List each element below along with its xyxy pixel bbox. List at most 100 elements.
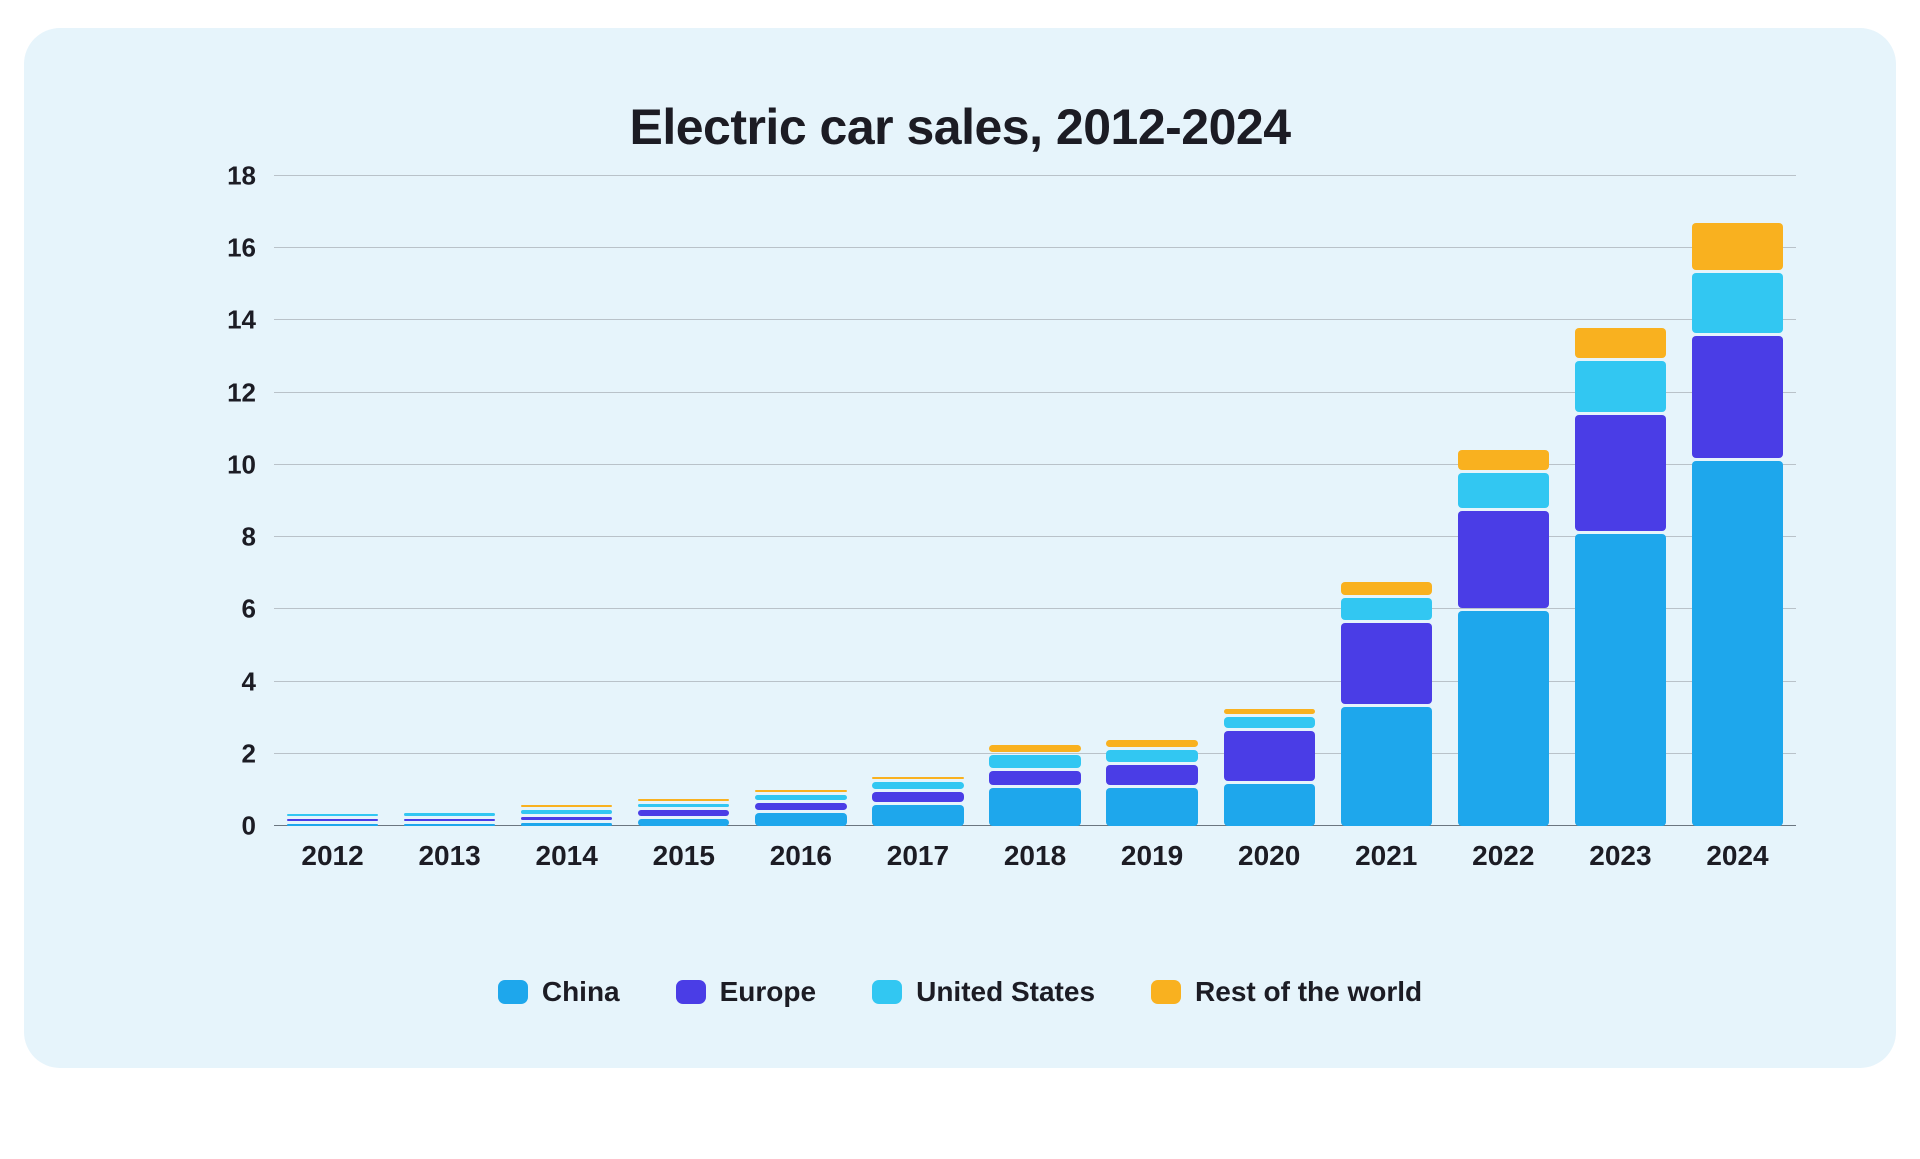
bar-segment-rest-of-the-world (1458, 450, 1549, 470)
bar-segment-rest-of-the-world (638, 799, 729, 801)
bar-segment-europe (287, 819, 378, 821)
plot-area: 0246810121416182012201320142015201620172… (214, 176, 1796, 876)
bar-slot: 2020 (1211, 176, 1328, 826)
bar-segment-europe (1458, 511, 1549, 609)
bar-segment-united-states (1575, 361, 1666, 412)
bar-segment-united-states (1341, 598, 1432, 620)
bar-segment-rest-of-the-world (872, 777, 963, 779)
bar-slot: 2016 (742, 176, 859, 826)
y-tick-label: 16 (196, 233, 256, 264)
legend-label: Rest of the world (1195, 976, 1422, 1008)
bar-segment-europe (521, 817, 612, 821)
legend-item: United States (872, 976, 1095, 1008)
bar-segment-united-states (638, 804, 729, 808)
chart-title: Electric car sales, 2012-2024 (84, 98, 1836, 156)
bar-segment-china (638, 819, 729, 826)
bar-slot: 2014 (508, 176, 625, 826)
bar-slot: 2018 (976, 176, 1093, 826)
legend: China Europe United States Rest of the worl… (84, 976, 1836, 1008)
bar-segment-united-states (521, 810, 612, 814)
bar-segment-rest-of-the-world (1692, 223, 1783, 270)
bar (1224, 706, 1315, 826)
bar-segment-europe (1692, 336, 1783, 459)
bar-segment-china (989, 788, 1080, 826)
bar (404, 810, 495, 826)
bar-segment-china (1341, 707, 1432, 826)
bar-segment-china (287, 824, 378, 826)
bar-segment-united-states (404, 813, 495, 816)
x-tick-label: 2023 (1589, 840, 1651, 872)
bar-segment-rest-of-the-world (1106, 740, 1197, 747)
legend-swatch (1151, 980, 1181, 1004)
bar-segment-united-states (989, 755, 1080, 768)
legend-swatch (676, 980, 706, 1004)
x-tick-label: 2018 (1004, 840, 1066, 872)
y-tick-label: 2 (196, 738, 256, 769)
bars-container: 2012201320142015201620172018201920202021… (274, 176, 1796, 826)
bar-segment-europe (872, 792, 963, 802)
bar-segment-europe (638, 810, 729, 815)
bar-segment-europe (1575, 415, 1666, 531)
bar-segment-china (1224, 784, 1315, 826)
bar-slot: 2015 (625, 176, 742, 826)
bar (1341, 579, 1432, 826)
bar (1692, 220, 1783, 826)
bar-segment-china (404, 824, 495, 826)
bar (872, 774, 963, 826)
x-tick-label: 2021 (1355, 840, 1417, 872)
bar-segment-china (1106, 788, 1197, 826)
chart-card: Electric car sales, 2012-2024 0246810121… (24, 28, 1896, 1068)
bar-segment-china (521, 823, 612, 826)
y-tick-label: 0 (196, 811, 256, 842)
y-tick-label: 10 (196, 449, 256, 480)
bar (1106, 737, 1197, 826)
y-tick-label: 14 (196, 305, 256, 336)
bar-segment-rest-of-the-world (755, 790, 846, 792)
y-tick-label: 8 (196, 522, 256, 553)
bar (755, 787, 846, 826)
legend-swatch (872, 980, 902, 1004)
bar (989, 742, 1080, 826)
y-tick-label: 4 (196, 666, 256, 697)
bar (287, 811, 378, 826)
bar-segment-rest-of-the-world (1224, 709, 1315, 714)
bar-segment-rest-of-the-world (1341, 582, 1432, 595)
y-tick-label: 18 (196, 161, 256, 192)
bar-segment-europe (1341, 623, 1432, 704)
bar-slot: 2021 (1328, 176, 1445, 826)
bar (521, 802, 612, 826)
bar-segment-china (755, 813, 846, 826)
x-tick-label: 2024 (1706, 840, 1768, 872)
bar-segment-rest-of-the-world (1575, 328, 1666, 359)
legend-swatch (498, 980, 528, 1004)
y-tick-label: 12 (196, 377, 256, 408)
x-tick-label: 2014 (536, 840, 598, 872)
x-tick-label: 2013 (418, 840, 480, 872)
bar-segment-rest-of-the-world (989, 745, 1080, 752)
bar-slot: 2022 (1445, 176, 1562, 826)
bar-segment-united-states (1106, 750, 1197, 762)
bar (1458, 447, 1549, 826)
bar-slot: 2024 (1679, 176, 1796, 826)
legend-item: Europe (676, 976, 816, 1008)
bar-segment-united-states (755, 795, 846, 800)
bar (638, 796, 729, 826)
bar-segment-europe (1106, 765, 1197, 785)
bar-slot: 2012 (274, 176, 391, 826)
legend-label: Europe (720, 976, 816, 1008)
bar-slot: 2019 (1094, 176, 1211, 826)
bar-slot: 2017 (859, 176, 976, 826)
bar-slot: 2013 (391, 176, 508, 826)
bar-segment-united-states (1692, 273, 1783, 333)
x-tick-label: 2016 (770, 840, 832, 872)
legend-item: Rest of the world (1151, 976, 1422, 1008)
x-tick-label: 2019 (1121, 840, 1183, 872)
bar (1575, 325, 1666, 826)
bar-segment-europe (989, 771, 1080, 785)
bar-segment-china (1458, 611, 1549, 826)
legend-label: China (542, 976, 620, 1008)
bar-segment-united-states (1458, 473, 1549, 507)
legend-item: China (498, 976, 620, 1008)
bar-slot: 2023 (1562, 176, 1679, 826)
bar-segment-europe (755, 803, 846, 810)
